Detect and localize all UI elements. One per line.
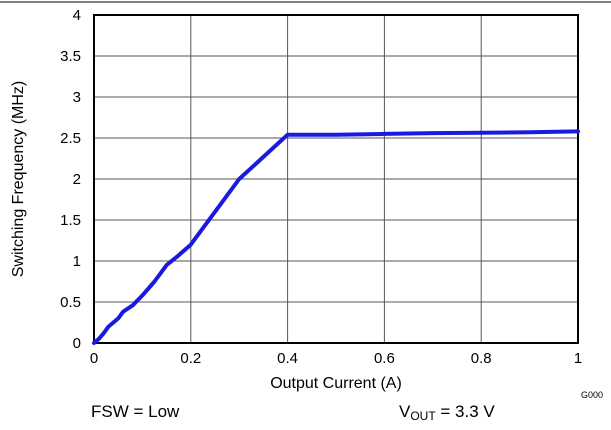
series-line <box>92 129 580 345</box>
y-tick-label: 0 <box>73 335 81 352</box>
plot-frame <box>93 14 579 344</box>
x-axis-label: Output Current (A) <box>270 375 402 392</box>
y-tick-label: 4 <box>73 7 81 24</box>
y-tick-label: 3 <box>73 89 81 106</box>
x-tick-label: 0.4 <box>277 350 298 367</box>
fsw-setting-note: FSW = Low <box>91 402 180 421</box>
x-tick-label: 0.2 <box>180 350 201 367</box>
x-tick-label: 0 <box>90 350 98 367</box>
y-tick-label: 1 <box>73 253 81 270</box>
y-tick-label: 2.5 <box>60 130 81 147</box>
graph-id: G000 <box>581 390 603 400</box>
y-tick-label: 2 <box>73 171 81 188</box>
x-tick-label: 0.6 <box>374 350 395 367</box>
y-tick-label: 3.5 <box>60 48 81 65</box>
vout-symbol: V <box>399 402 411 421</box>
y-tick-labels: 0 0.5 1 1.5 2 2.5 3 3.5 4 <box>60 7 81 352</box>
y-tick-label: 0.5 <box>60 294 81 311</box>
vout-value: = 3.3 V <box>435 402 495 421</box>
vout-note: VOUT = 3.3 V <box>399 402 495 426</box>
y-axis-label: Switching Frequency (MHz) <box>10 81 27 278</box>
x-tick-label: 1 <box>574 350 582 367</box>
x-tick-label: 0.8 <box>471 350 492 367</box>
grid <box>94 15 578 343</box>
x-tick-labels: 0 0.2 0.4 0.6 0.8 1 <box>90 350 582 367</box>
vout-subscript: OUT <box>410 409 436 423</box>
y-tick-label: 1.5 <box>60 212 81 229</box>
